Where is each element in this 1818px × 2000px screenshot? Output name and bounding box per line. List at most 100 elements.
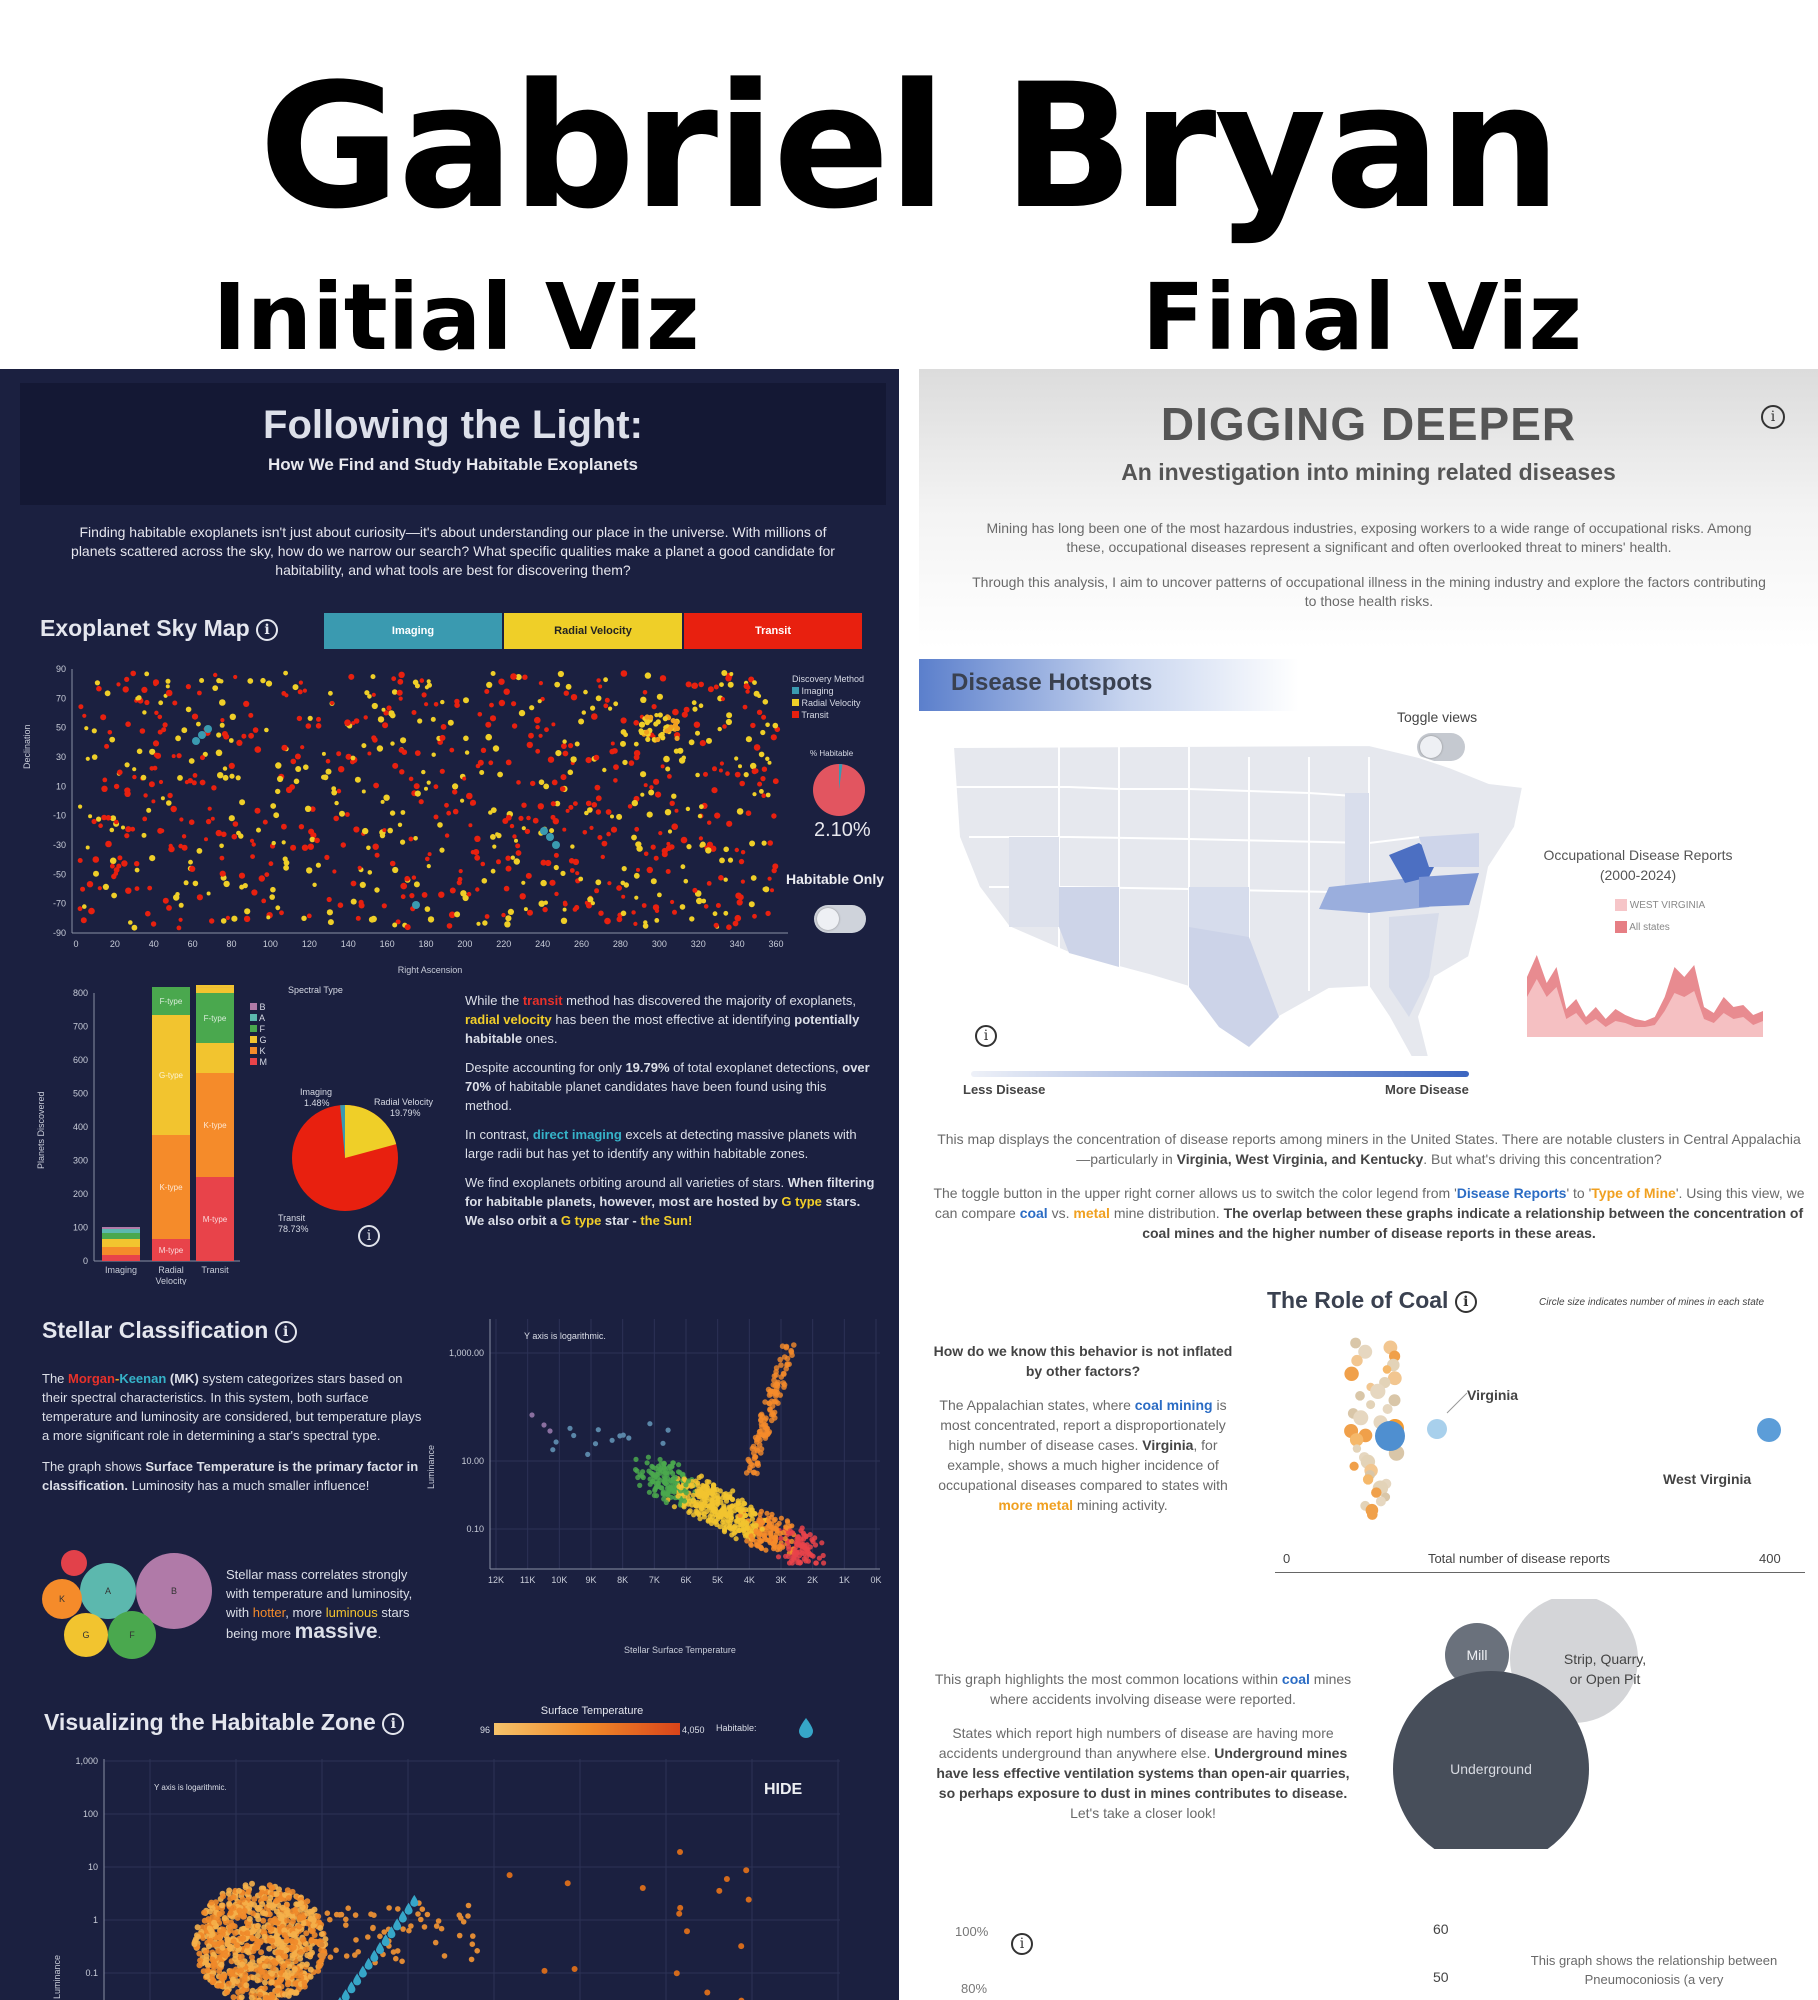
info-icon[interactable]: i xyxy=(1761,405,1785,429)
spectral-legend-item[interactable]: G xyxy=(250,1035,343,1046)
spectral-legend-item[interactable]: F xyxy=(250,1024,343,1035)
hr-point xyxy=(729,1496,736,1502)
sky-point xyxy=(759,789,764,794)
hr-point xyxy=(744,1522,750,1528)
sky-point xyxy=(688,739,695,746)
hr-point xyxy=(647,1481,653,1487)
sky-point xyxy=(503,688,510,695)
sky-point xyxy=(166,905,172,911)
bar-segment xyxy=(196,993,234,1043)
habitable-only-toggle[interactable] xyxy=(814,905,866,933)
filter-imaging-button[interactable]: Imaging xyxy=(324,613,502,649)
sky-point xyxy=(277,775,284,783)
sky-point xyxy=(327,919,334,926)
sky-point xyxy=(765,756,770,761)
info-icon[interactable]: i xyxy=(975,1025,997,1047)
hz-point xyxy=(352,1912,359,1918)
y-tick-label: 300 xyxy=(73,1156,88,1166)
sky-point-imaging xyxy=(198,731,206,739)
sky-point xyxy=(476,921,481,926)
sky-point xyxy=(427,916,435,923)
sky-point xyxy=(188,758,195,764)
sky-point xyxy=(474,835,481,842)
hz-point xyxy=(365,1934,371,1940)
sky-point xyxy=(250,854,256,859)
info-icon[interactable]: i xyxy=(358,1225,380,1247)
hr-point xyxy=(798,1543,804,1549)
sky-point xyxy=(760,729,766,736)
sky-point xyxy=(177,775,183,781)
hr-point xyxy=(727,1505,733,1511)
sky-point xyxy=(181,727,188,734)
hz-habitable-point xyxy=(370,1949,379,1962)
legend-item-imaging[interactable]: Imaging xyxy=(792,685,864,697)
sky-point xyxy=(707,820,712,825)
hz-point xyxy=(386,1905,392,1911)
reports-chart-title: Occupational Disease Reports (2000-2024) xyxy=(1543,847,1733,883)
spectral-legend-item[interactable]: M xyxy=(250,1057,343,1068)
hr-point xyxy=(669,1463,675,1469)
hide-button[interactable]: HIDE xyxy=(764,1781,803,1798)
hz-point xyxy=(251,1901,258,1908)
hz-point xyxy=(308,1937,315,1944)
spectral-legend-item[interactable]: B xyxy=(250,1002,343,1013)
sky-point xyxy=(386,705,392,711)
legend-item-transit[interactable]: Transit xyxy=(792,709,864,721)
hz-point xyxy=(224,1941,231,1948)
info-icon[interactable]: i xyxy=(274,1320,297,1343)
legend-item-west-virginia[interactable]: WEST VIRGINIA xyxy=(1615,895,1705,917)
sky-point xyxy=(389,860,396,867)
x-tick-label: 3K xyxy=(775,1575,786,1585)
sky-point xyxy=(216,732,222,738)
filter-transit-button[interactable]: Transit xyxy=(684,613,862,649)
sky-point xyxy=(397,678,404,685)
hz-point xyxy=(470,1933,476,1939)
sky-point xyxy=(262,819,268,825)
hz-point xyxy=(195,1933,201,1940)
hr-point xyxy=(664,1491,670,1497)
sky-point xyxy=(659,675,667,682)
toggle-views-switch[interactable] xyxy=(1417,733,1465,761)
sky-point xyxy=(758,751,765,758)
hr-point xyxy=(777,1356,783,1363)
sky-point xyxy=(196,721,201,727)
hz-point xyxy=(303,1930,310,1937)
sky-point xyxy=(772,778,779,785)
sky-point xyxy=(270,886,276,893)
hz-point xyxy=(269,1994,276,2000)
filter-radial-velocity-button[interactable]: Radial Velocity xyxy=(504,613,682,649)
info-icon[interactable]: i xyxy=(1011,1933,1033,1955)
hz-point xyxy=(677,1849,683,1855)
sky-point xyxy=(452,808,459,815)
beeswarm-point xyxy=(1344,1366,1359,1381)
sky-point xyxy=(515,850,522,856)
hr-point xyxy=(787,1523,793,1529)
sky-map-ylabel: Declination xyxy=(22,724,32,769)
spectral-legend-item[interactable]: A xyxy=(250,1013,343,1024)
hr-point xyxy=(787,1528,793,1534)
sky-point xyxy=(334,800,339,806)
hz-point xyxy=(258,1949,265,1956)
sky-point xyxy=(468,823,473,828)
hz-point xyxy=(236,1907,243,1914)
hz-point xyxy=(225,1980,232,1987)
info-icon[interactable]: i xyxy=(382,1712,405,1735)
sky-point xyxy=(657,712,663,718)
sky-point xyxy=(314,837,320,844)
sky-point xyxy=(767,876,772,881)
sky-point xyxy=(315,723,322,729)
info-icon[interactable]: i xyxy=(256,618,279,641)
hz-point xyxy=(211,1919,218,1926)
legend-item-all-states[interactable]: All states xyxy=(1615,917,1705,939)
spectral-legend-item[interactable]: K xyxy=(250,1046,343,1057)
sky-point xyxy=(351,721,356,726)
sky-point xyxy=(698,681,704,688)
sky-point xyxy=(382,722,388,728)
sky-point xyxy=(560,917,568,924)
hz-point xyxy=(250,1910,256,1917)
hr-point xyxy=(812,1542,819,1548)
legend-item-radial-velocity[interactable]: Radial Velocity xyxy=(792,697,864,709)
coal-axis-min: 0 xyxy=(1283,1551,1291,1566)
final-viz-panel: DIGGING DEEPER i An investigation into m… xyxy=(919,369,1818,2000)
info-icon[interactable]: i xyxy=(1454,1290,1477,1313)
